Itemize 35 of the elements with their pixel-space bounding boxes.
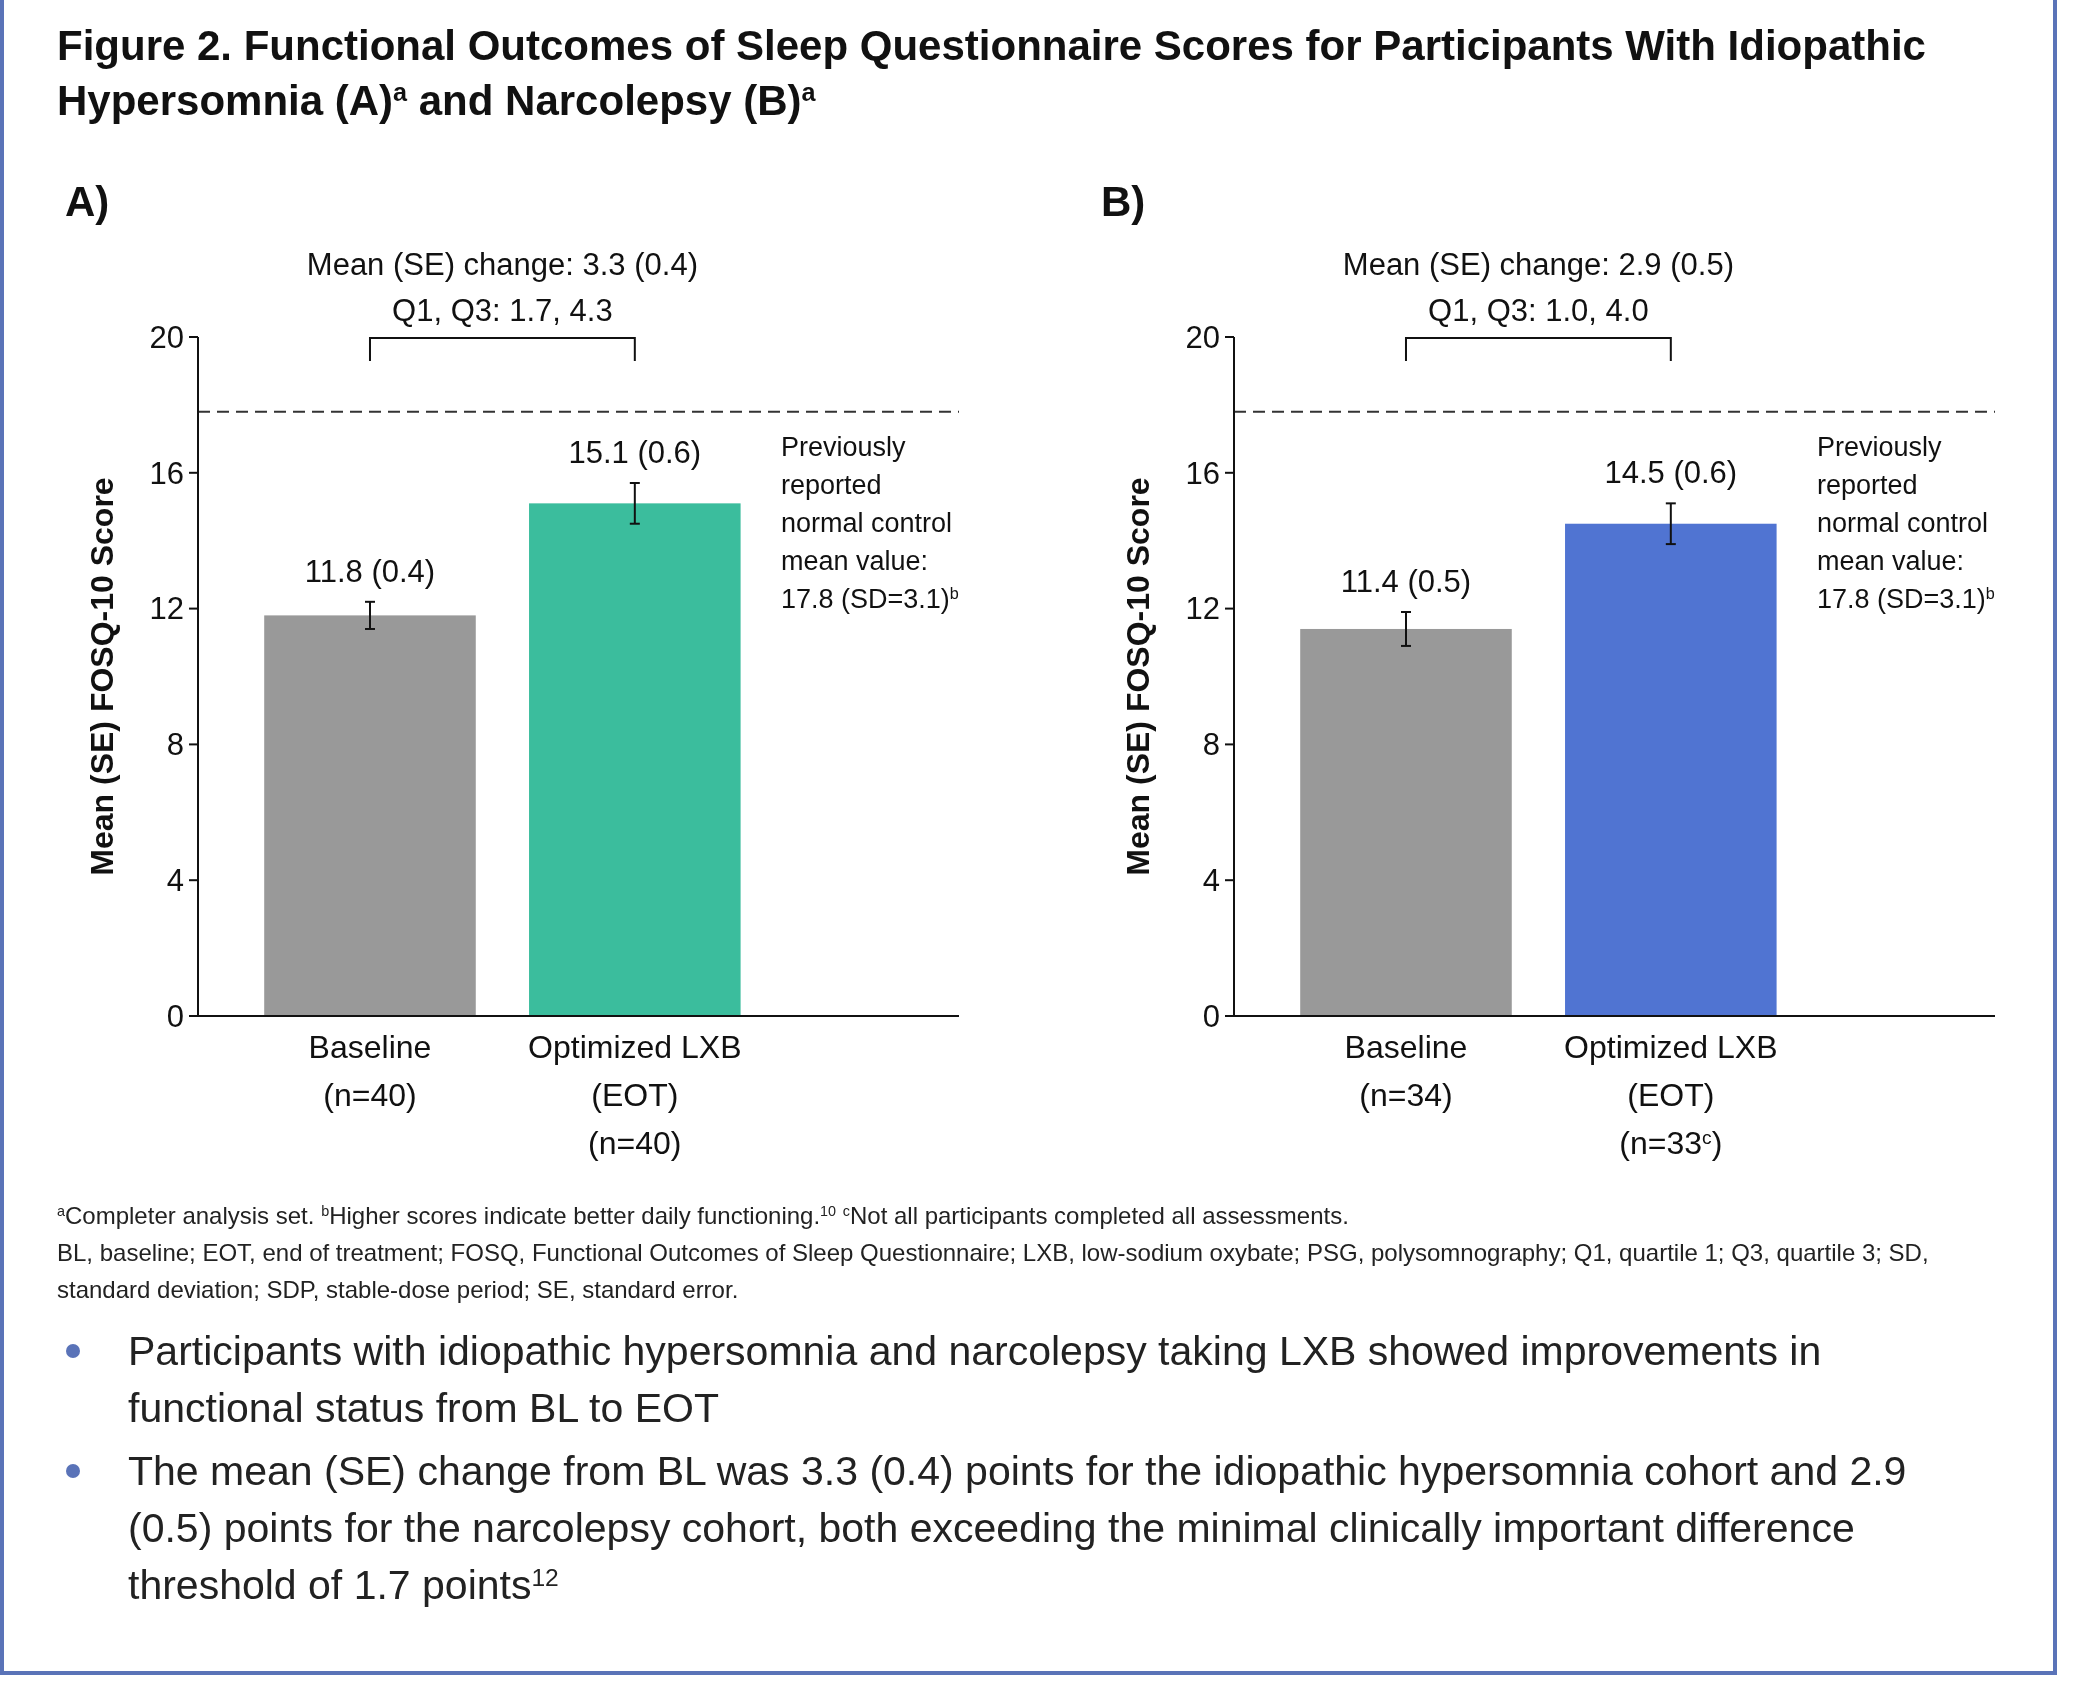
data-label: 14.5 (0.6) <box>1604 455 1738 491</box>
text: Q1, Q3: 1.0, 4.0 <box>1428 293 1649 328</box>
ref-line-label: Previously reported normal control mean value: 17.8 (SD=3.1)$^{b}$ <box>781 432 959 614</box>
data-label: 11.4 (0.5) <box>1340 563 1472 599</box>
y-tick-label: 0 <box>166 998 184 1034</box>
y-axis-title: Mean (SE) FOSQ-10 Score <box>84 477 120 876</box>
x-tick-label: Optimized LXB (EOT) (n=40) <box>528 1029 742 1161</box>
text: Mean (SE) change: 2.9 (0.5) <box>1342 247 1734 282</box>
text: Participants with idiopathic hypersomnia and narcolepsy taking LXB showed improvements in functional status from BL to EOT <box>128 1328 1822 1431</box>
x-tick-label: Optimized LXB (EOT) (n=33$^{c}$) <box>1564 1029 1778 1161</box>
ref-line-label: Previously reported normal control mean value: 17.8 (SD=3.1)$^{b}$ <box>1817 432 1995 614</box>
y-tick-label: 20 <box>1185 319 1220 355</box>
y-tick-label: 8 <box>1202 727 1220 763</box>
x-tick-label: Baseline (n=34) <box>1344 1029 1468 1113</box>
y-tick-label: 0 <box>1202 998 1220 1034</box>
y-tick-label: 4 <box>1202 863 1220 899</box>
text: Mean (SE) change: 3.3 (0.4) <box>306 247 698 282</box>
y-tick-label: 4 <box>166 863 184 899</box>
y-tick-label: 20 <box>149 319 184 355</box>
chart-subtitle: B) <box>1101 178 1146 225</box>
data-label: 11.8 (0.4) <box>304 553 436 589</box>
text: The mean (SE) change from BL was 3.3 (0.4) points for the idiopathic hypersomnia cohort and 2.9 (0.5) points for the narcolepsy cohort, both exceeding the minimal clinically important difference threshold of 1.7 points$^{12}$ <box>128 1448 1907 1608</box>
x-tick-label: Baseline (n=40) <box>308 1029 432 1113</box>
y-tick-label: 16 <box>1185 455 1220 491</box>
data-label: 15.1 (0.6) <box>568 434 702 470</box>
y-tick-label: 12 <box>1185 591 1220 627</box>
text: BL, baseline; EOT, end of treatment; FOSQ, Functional Outcomes of Sleep Questionnaire; LXB, low-sodium oxybate; PSG, polysomnography; Q1, quartile 1; Q3, quartile 3; SD, standard deviation; SDP, stable-dose period; SE, standard error. <box>57 1239 1929 1303</box>
y-tick-label: 12 <box>149 591 184 627</box>
y-axis-title: Mean (SE) FOSQ-10 Score <box>1120 477 1156 876</box>
text: $^{a}$Completer analysis set. $^{b}$Higher scores indicate better daily functioning.$^{10}$ $^{c}$Not all participants completed all assessments. <box>57 1202 1349 1229</box>
text: Q1, Q3: 1.7, 4.3 <box>392 293 613 328</box>
chart-subtitle: A) <box>65 178 110 225</box>
chart-title: Figure 2. Functional Outcomes of Sleep Questionnaire Scores for Participants With Idiopathic Hypersomnia (A)$^{a}$ and Narcolepsy (B)$^{a}$ <box>57 22 1926 124</box>
y-tick-label: 8 <box>166 727 184 763</box>
y-tick-label: 16 <box>149 455 184 491</box>
